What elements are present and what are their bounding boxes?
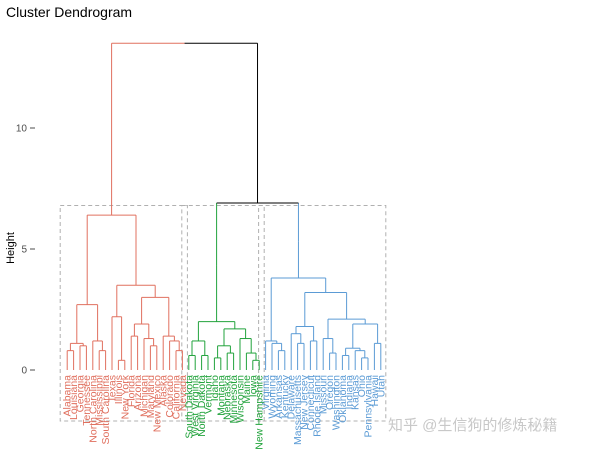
leaf-label: Wisconsin <box>235 375 247 423</box>
cluster-rectangle <box>181 204 265 422</box>
leaf-label: Georgia <box>75 375 87 413</box>
leaf-label: Maryland <box>145 375 157 418</box>
leaf-label: Connecticut <box>305 375 317 431</box>
leaf-label: South Carolina <box>100 375 112 445</box>
leaf-label: Ohio <box>356 375 368 397</box>
leaf-label: Michigan <box>139 375 151 417</box>
leaf-label: California <box>171 375 183 420</box>
leaf-label: North Dakota <box>196 375 208 437</box>
leaf-label: Delaware <box>286 375 298 420</box>
leaf-label: New York <box>119 374 131 419</box>
leaf-label: Idaho <box>209 375 221 401</box>
y-axis-label: Height <box>5 232 17 264</box>
leaf-label: South Dakota <box>183 375 195 439</box>
leaf-label: Rhode Island <box>311 375 323 437</box>
y-axis: 0 5 10 <box>16 124 35 377</box>
leaf-label: Alaska <box>158 375 170 407</box>
y-tick-label: 5 <box>21 245 27 256</box>
watermark-text: 知乎 @生信狗的修炼秘籍 <box>388 417 557 434</box>
leaf-label: Pennsylvania <box>363 375 375 438</box>
leaf-label: Mississippi <box>94 375 106 426</box>
leaf-label: Nevada <box>177 375 189 411</box>
leaf-label: Oklahoma <box>337 375 349 423</box>
cluster-rectangle <box>258 204 387 422</box>
cluster-rectangles <box>59 204 387 422</box>
leaf-label: Alabama <box>62 375 74 417</box>
leaf-label: Minnesota <box>228 375 240 424</box>
leaf-label: Washington <box>331 375 343 430</box>
leaf-label: Hawaii <box>369 375 381 407</box>
leaf-label: Oregon <box>324 375 336 410</box>
leaf-label: Iowa <box>247 375 259 397</box>
leaf-label: Vermont <box>203 375 215 414</box>
leaf-label: Nebraska <box>222 375 234 420</box>
leaf-label: Kentucky <box>279 374 291 418</box>
leaf-label: Florida <box>126 375 138 407</box>
leaf-label: Indiana <box>343 375 355 410</box>
leaf-label: New Mexico <box>151 375 163 432</box>
leaf-label: Louisiana <box>68 375 80 420</box>
leaf-label: New Hampshire <box>254 375 266 450</box>
chart-title: Cluster Dendrogram <box>6 4 132 20</box>
cluster-rectangle <box>59 204 188 422</box>
leaf-label: Maine <box>241 375 253 404</box>
leaf-label: Tennessee <box>81 375 93 426</box>
leaf-label: New Jersey <box>299 374 311 430</box>
leaf-label: Massachusetts <box>292 375 304 445</box>
leaf-label: Illinois <box>113 375 125 404</box>
leaf-label: Arizona <box>132 375 144 411</box>
leaf-label: Missouri <box>318 375 330 414</box>
leaf-label: North Carolina <box>87 375 99 443</box>
dendrogram-tree <box>66 42 382 370</box>
leaf-label: Colorado <box>164 375 176 418</box>
leaf-label: Texas <box>107 375 119 402</box>
leaf-label: Arkansas <box>273 375 285 419</box>
y-tick-label: 10 <box>16 124 28 135</box>
leaf-label: West Virginia <box>190 375 202 437</box>
leaf-label: Kansas <box>350 375 362 410</box>
leaf-label: Wyoming <box>267 375 279 419</box>
leaf-label: Montana <box>215 375 227 416</box>
leaf-label: Virginia <box>260 375 272 410</box>
leaf-label: Utah <box>375 375 387 397</box>
y-tick-label: 0 <box>21 366 27 377</box>
